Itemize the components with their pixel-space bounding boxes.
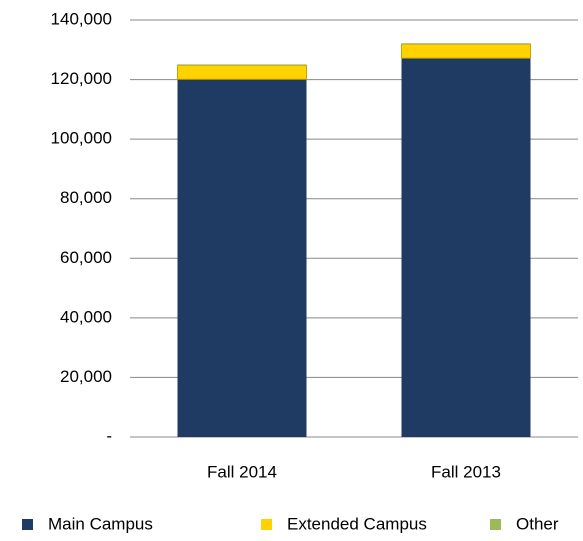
y-tick-label: 120,000 (51, 69, 112, 88)
bar-segment (177, 64, 307, 80)
y-tick-label: 20,000 (60, 367, 112, 386)
y-tick-label: 40,000 (60, 307, 112, 326)
legend-swatch (490, 519, 501, 530)
bar-segment (401, 43, 531, 59)
y-tick-label: - (106, 426, 112, 445)
x-tick-label: Fall 2013 (431, 462, 501, 481)
x-tick-label: Fall 2014 (207, 462, 277, 481)
bar-segment (401, 43, 531, 45)
y-tick-label: 140,000 (51, 9, 112, 28)
bar-segment (177, 79, 307, 438)
y-tick-label: 60,000 (60, 248, 112, 267)
legend-swatch (261, 519, 272, 530)
bar-segment (177, 64, 307, 66)
legend-swatch (22, 519, 33, 530)
y-tick-label: 100,000 (51, 129, 112, 148)
bar-segment (401, 58, 531, 438)
legend-label: Other (516, 514, 559, 533)
y-tick-label: 80,000 (60, 188, 112, 207)
legend-label: Extended Campus (287, 514, 427, 533)
legend-label: Main Campus (48, 514, 153, 533)
